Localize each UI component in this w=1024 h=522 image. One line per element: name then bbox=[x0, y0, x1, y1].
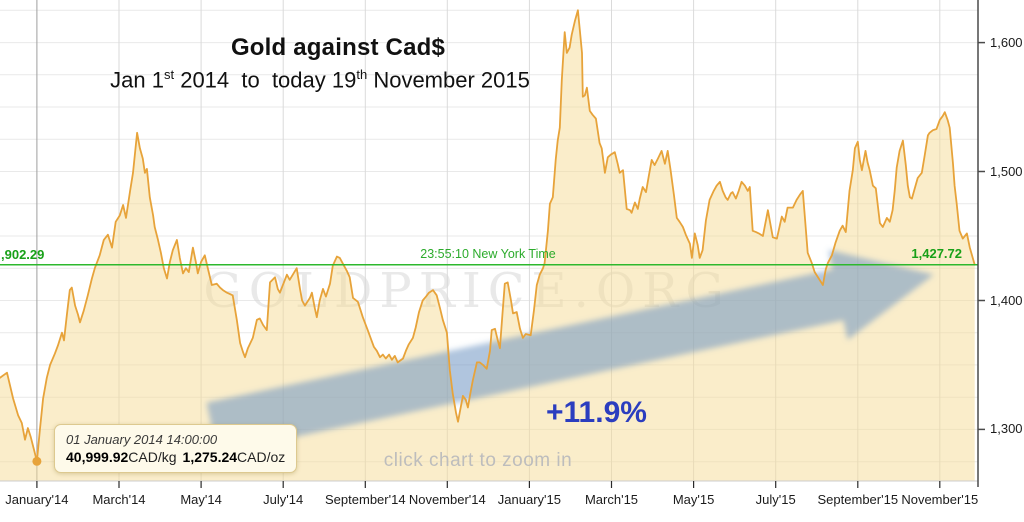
price-area-fill bbox=[0, 10, 975, 482]
axis-layer bbox=[0, 0, 985, 488]
gain-percent-label: +11.9% bbox=[546, 396, 647, 429]
x-axis-label: November'14 bbox=[408, 492, 486, 507]
x-axis-label: July'14 bbox=[263, 492, 304, 507]
trend-arrow bbox=[206, 249, 934, 454]
price-line bbox=[0, 9, 976, 463]
title-block: Gold against Cad$ Jan 1st 2014 to today … bbox=[20, 34, 620, 93]
x-axis-label: May'14 bbox=[180, 492, 222, 507]
x-axis-label: September'15 bbox=[817, 492, 899, 507]
left-price-label: ,902.29 bbox=[1, 247, 45, 262]
x-axis-label: September'14 bbox=[325, 492, 406, 507]
y-axis-label: 1,300 bbox=[990, 421, 1023, 437]
x-axis-label: November'15 bbox=[901, 492, 979, 507]
tooltip-values: 40,999.92CAD/kg 1,275.24CAD/oz bbox=[66, 449, 286, 465]
x-axis-label: May'15 bbox=[672, 492, 715, 507]
chart-subtitle: Jan 1st 2014 to today 19th November 2015 bbox=[110, 67, 530, 93]
series-start-dot bbox=[32, 456, 42, 466]
y-axis-label: 1,500 bbox=[990, 163, 1023, 179]
current-price-label: 1,427.72 bbox=[911, 246, 962, 261]
x-axis-label: January'15 bbox=[497, 492, 561, 507]
x-axis-label: March'15 bbox=[584, 492, 639, 507]
zoom-hint-label: click chart to zoom in bbox=[383, 450, 573, 471]
price-tooltip: 01 January 2014 14:00:00 40,999.92CAD/kg… bbox=[54, 424, 298, 473]
chart-title: Gold against Cad$ bbox=[230, 34, 446, 61]
ny-time-label: 23:55:10 New York Time bbox=[420, 247, 556, 261]
x-axis-label: March'14 bbox=[92, 492, 146, 507]
x-axis-label: July'15 bbox=[755, 492, 796, 507]
tooltip-datetime: 01 January 2014 14:00:00 bbox=[66, 432, 218, 447]
x-axis-label: January'14 bbox=[5, 492, 69, 507]
y-axis-label: 1,600 bbox=[990, 34, 1023, 50]
y-axis-label: 1,400 bbox=[990, 292, 1023, 308]
